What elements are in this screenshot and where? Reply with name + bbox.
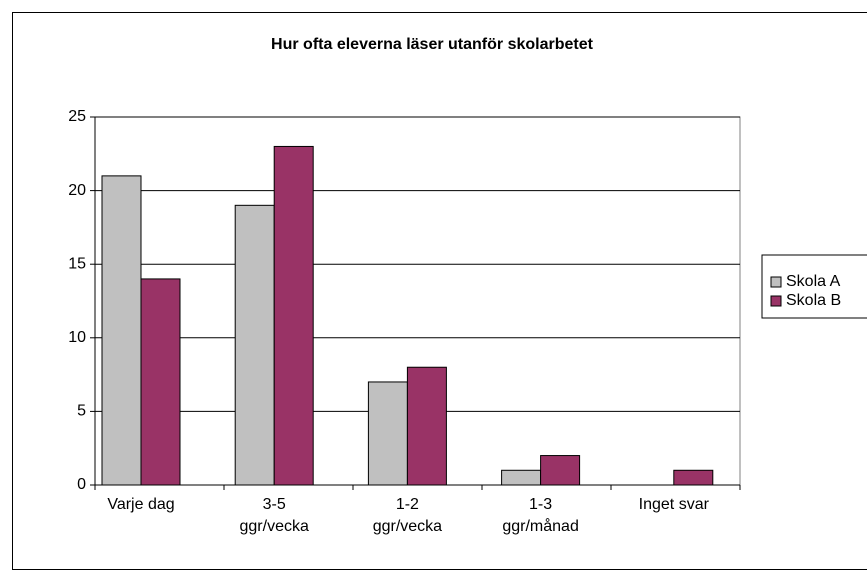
x-tick-label: ggr/vecka [373, 518, 442, 535]
legend-label: Skola B [786, 292, 841, 309]
bar [540, 455, 581, 486]
y-tick-label: 20 [68, 182, 86, 199]
bar [367, 381, 408, 486]
legend-swatch [770, 295, 782, 307]
x-tick-label: ggr/månad [502, 517, 579, 535]
y-tick-label: 25 [68, 108, 86, 125]
bar [101, 175, 142, 486]
x-tick-label: 1-2 [396, 496, 419, 513]
x-tick-label: Inget svar [639, 496, 710, 513]
bar [234, 204, 275, 486]
legend-swatch [770, 276, 782, 288]
y-tick-label: 5 [77, 403, 86, 420]
bar [673, 469, 714, 486]
x-tick-label: 3-5 [263, 496, 286, 513]
x-tick-label: ggr/vecka [240, 518, 309, 535]
x-tick-label: Varje dag [107, 496, 174, 513]
x-tick-label: 1-3 [529, 496, 552, 513]
chart-title: Hur ofta eleverna läser utanför skolarbe… [271, 36, 594, 53]
y-tick-label: 15 [68, 255, 86, 272]
bar [406, 366, 447, 486]
legend-label: Skola A [786, 273, 841, 290]
bar [501, 469, 542, 486]
y-tick-label: 10 [68, 329, 86, 346]
y-tick-label: 0 [77, 476, 86, 493]
bar [140, 278, 181, 486]
bar [273, 145, 314, 486]
